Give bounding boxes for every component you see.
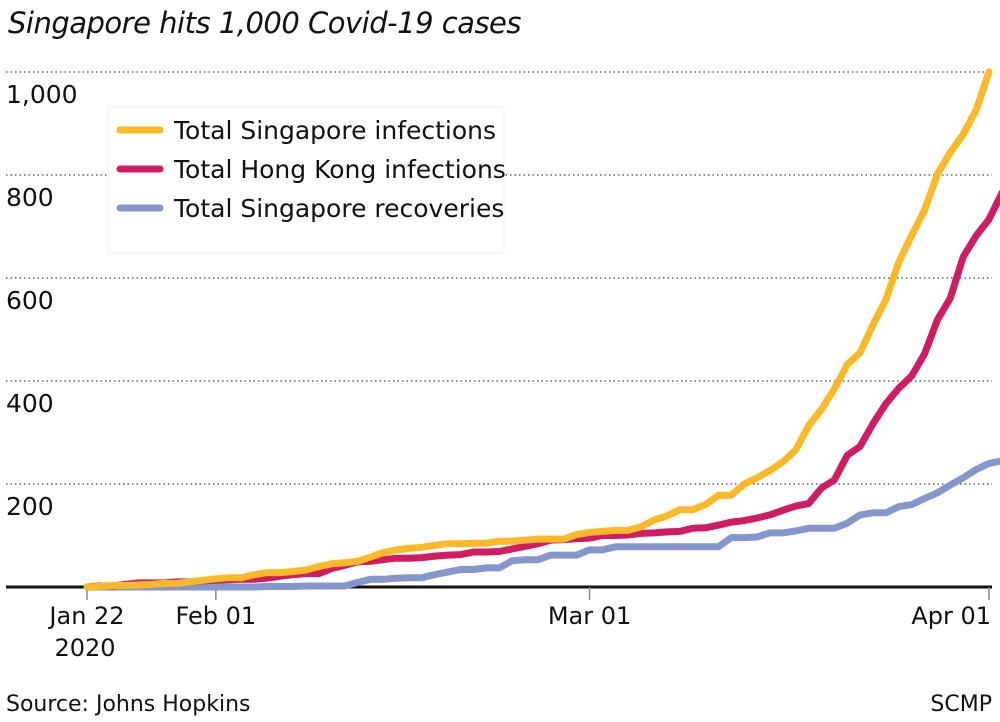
legend-label: Total Hong Kong infections [173,155,506,184]
series-line-total-singapore-infections [83,68,993,591]
x-tick-label: Feb 01 [176,602,257,630]
x-tick-label: Mar 01 [548,602,631,630]
y-tick-label: 400 [6,389,54,418]
source-note: Source: Johns Hopkins [6,692,251,717]
chart-title: Singapore hits 1,000 Covid-19 cases [8,6,522,40]
x-tick-label: Apr 01 [911,602,991,630]
y-tick-label: 800 [6,183,54,212]
x-tick-sublabel: 2020 [54,634,115,662]
legend-label: Total Singapore recoveries [173,194,504,223]
series-line-total-singapore-recoveries [83,457,1000,591]
x-tick-label: Jan 22 [47,602,124,630]
y-tick-label: 1,000 [6,80,78,109]
legend-box [107,106,505,254]
credit: SCMP [930,692,992,717]
legend-label: Total Singapore infections [173,116,496,145]
y-tick-label: 200 [6,492,54,521]
y-tick-label: 600 [6,286,54,315]
